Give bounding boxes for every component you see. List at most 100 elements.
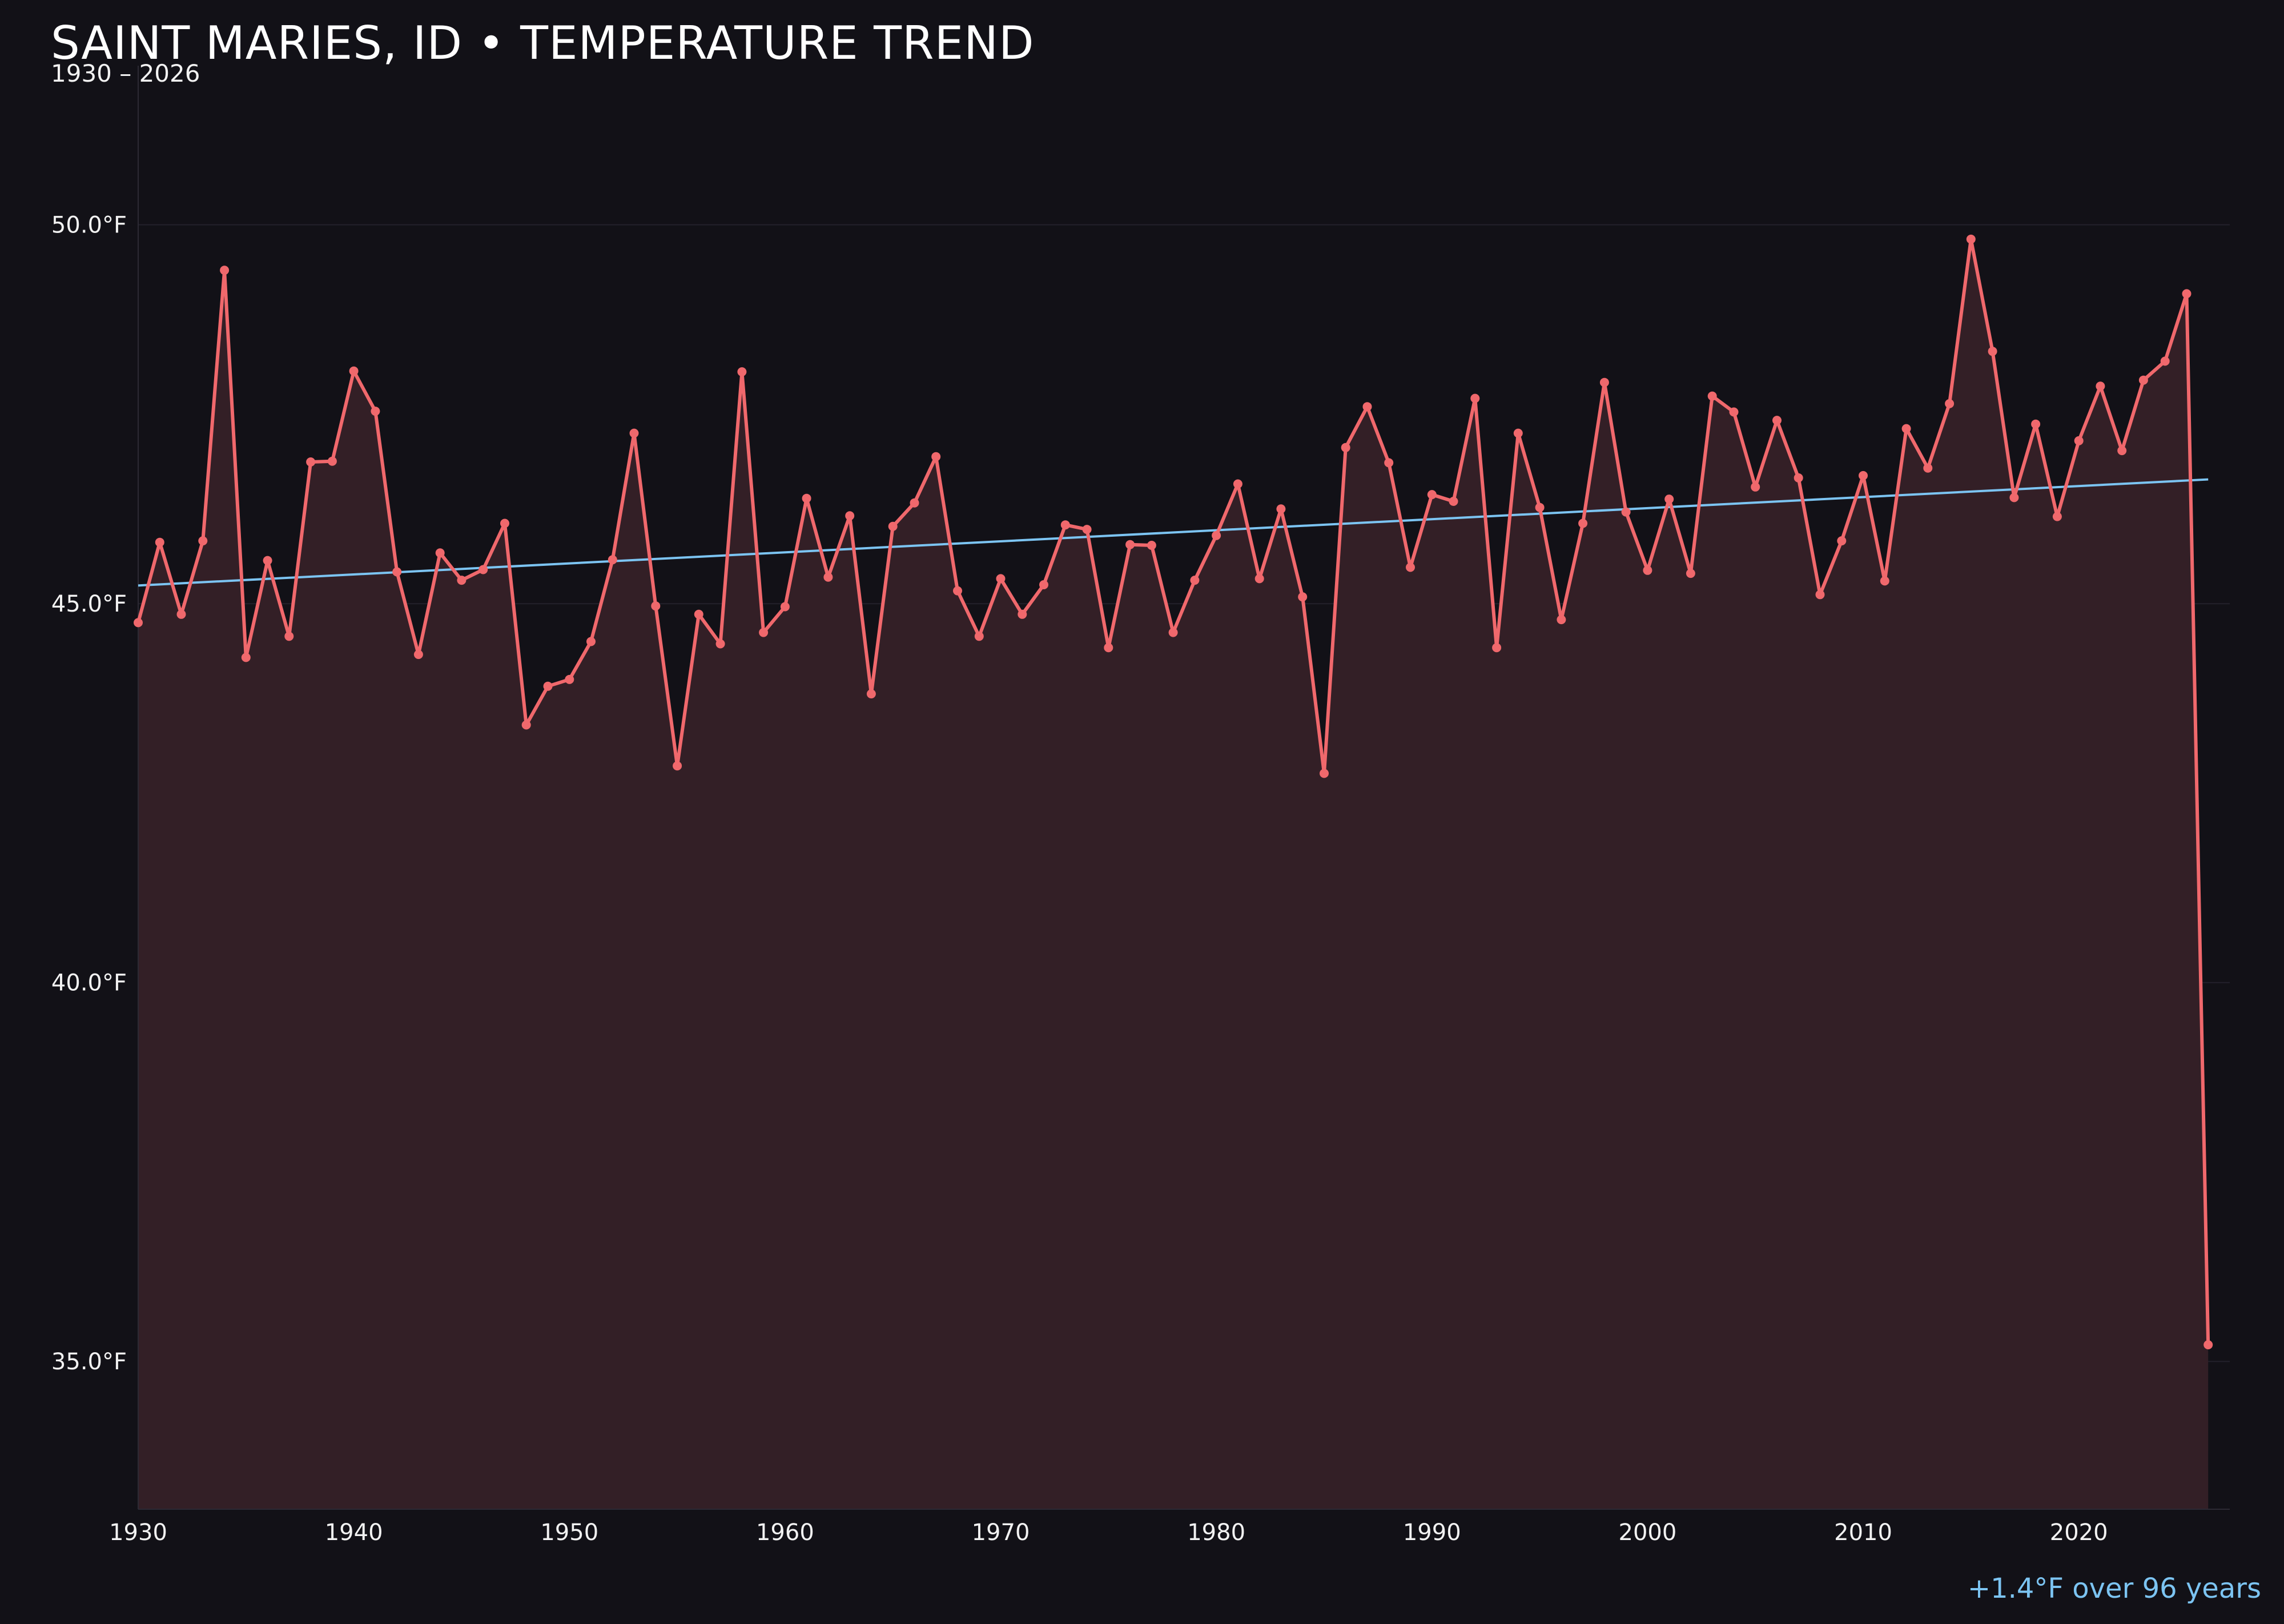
data-point [1212, 530, 1221, 540]
data-point [565, 674, 574, 684]
data-point [1513, 428, 1523, 438]
area-layer [138, 239, 2209, 1510]
data-point [2182, 289, 2191, 299]
data-point [1125, 540, 1135, 549]
data-point [1254, 574, 1264, 584]
data-point [155, 537, 164, 547]
data-point [931, 452, 941, 461]
data-point [284, 632, 294, 641]
data-point [327, 456, 337, 466]
x-tick-label: 1960 [756, 1520, 814, 1546]
data-point [1018, 609, 1027, 619]
data-point [413, 650, 423, 660]
data-point [910, 498, 919, 508]
data-point [1147, 541, 1156, 550]
data-point [1901, 424, 1911, 433]
data-point [2138, 375, 2148, 385]
data-point [2009, 493, 2019, 503]
data-point [1815, 590, 1825, 600]
data-point [1470, 393, 1480, 403]
data-point [1643, 565, 1652, 575]
data-point [737, 367, 747, 377]
data-point [1664, 495, 1674, 504]
data-point [1859, 471, 1868, 480]
data-point [1298, 592, 1308, 602]
x-tick-label: 2020 [2050, 1520, 2108, 1546]
data-point [953, 586, 962, 596]
data-point [1039, 580, 1048, 589]
data-point [1923, 463, 1933, 473]
data-point [608, 555, 617, 565]
chart-subtitle: 1930 – 2026 [51, 59, 200, 87]
data-point [134, 618, 143, 628]
data-point [845, 511, 855, 521]
data-point [996, 574, 1006, 584]
data-point [1168, 628, 1178, 637]
data-point [1621, 507, 1631, 517]
data-point [1341, 443, 1350, 452]
data-point [176, 609, 186, 619]
y-tick-label: 45.0°F [51, 591, 127, 617]
data-point [1535, 503, 1545, 512]
data-point [1320, 769, 1329, 778]
data-point [1707, 391, 1717, 401]
data-point [1104, 643, 1113, 653]
data-point [371, 407, 380, 416]
x-tick-label: 1990 [1403, 1520, 1461, 1546]
data-point [780, 602, 790, 612]
data-point [2052, 512, 2062, 521]
points-layer [134, 234, 2213, 1349]
data-point [1772, 416, 1782, 425]
data-point [1880, 576, 1889, 586]
data-point [241, 653, 251, 662]
data-point [1794, 473, 1803, 483]
data-point [866, 689, 876, 699]
data-point [1060, 520, 1070, 530]
data-point [2096, 381, 2105, 391]
data-point [1729, 407, 1739, 417]
y-tick-label: 35.0°F [51, 1349, 127, 1375]
data-point [1751, 482, 1760, 492]
data-point [1190, 576, 1200, 585]
data-point [349, 366, 359, 376]
data-point [1082, 525, 1092, 534]
data-point [586, 637, 596, 646]
data-point [715, 639, 725, 649]
trend-annotation: +1.4°F over 96 years [1967, 1573, 2261, 1605]
data-point [1362, 402, 1372, 412]
data-point [306, 457, 316, 467]
data-point [392, 567, 402, 577]
data-point [651, 601, 661, 611]
data-point [1837, 536, 1847, 546]
data-point [673, 761, 682, 771]
data-point [629, 428, 639, 438]
chart-title: SAINT MARIES, ID • TEMPERATURE TREND [51, 17, 1035, 70]
data-point [500, 518, 509, 528]
y-axis-ticks: 35.0°F 40.0°F 45.0°F 50.0°F [51, 212, 127, 1376]
data-point [457, 576, 467, 585]
data-point [220, 266, 230, 275]
data-point [694, 609, 703, 619]
data-point [1945, 399, 1955, 408]
data-point [1492, 643, 1502, 653]
x-tick-label: 1980 [1187, 1520, 1245, 1546]
data-point [1557, 615, 1566, 625]
data-point [888, 521, 898, 531]
data-point [1966, 234, 1976, 244]
data-point [974, 632, 984, 641]
data-point [263, 556, 272, 565]
data-point [759, 628, 769, 637]
data-point [1686, 569, 1695, 578]
data-point [1384, 458, 1394, 468]
data-point [2074, 436, 2084, 445]
x-tick-label: 1970 [972, 1520, 1030, 1546]
data-point [823, 572, 833, 582]
data-point [478, 565, 488, 574]
data-point [2031, 419, 2041, 429]
data-point [802, 493, 811, 503]
x-tick-label: 1930 [109, 1520, 167, 1546]
data-point [2203, 1340, 2213, 1349]
data-point [1988, 347, 1997, 356]
data-point [198, 536, 208, 546]
data-point [521, 720, 531, 730]
